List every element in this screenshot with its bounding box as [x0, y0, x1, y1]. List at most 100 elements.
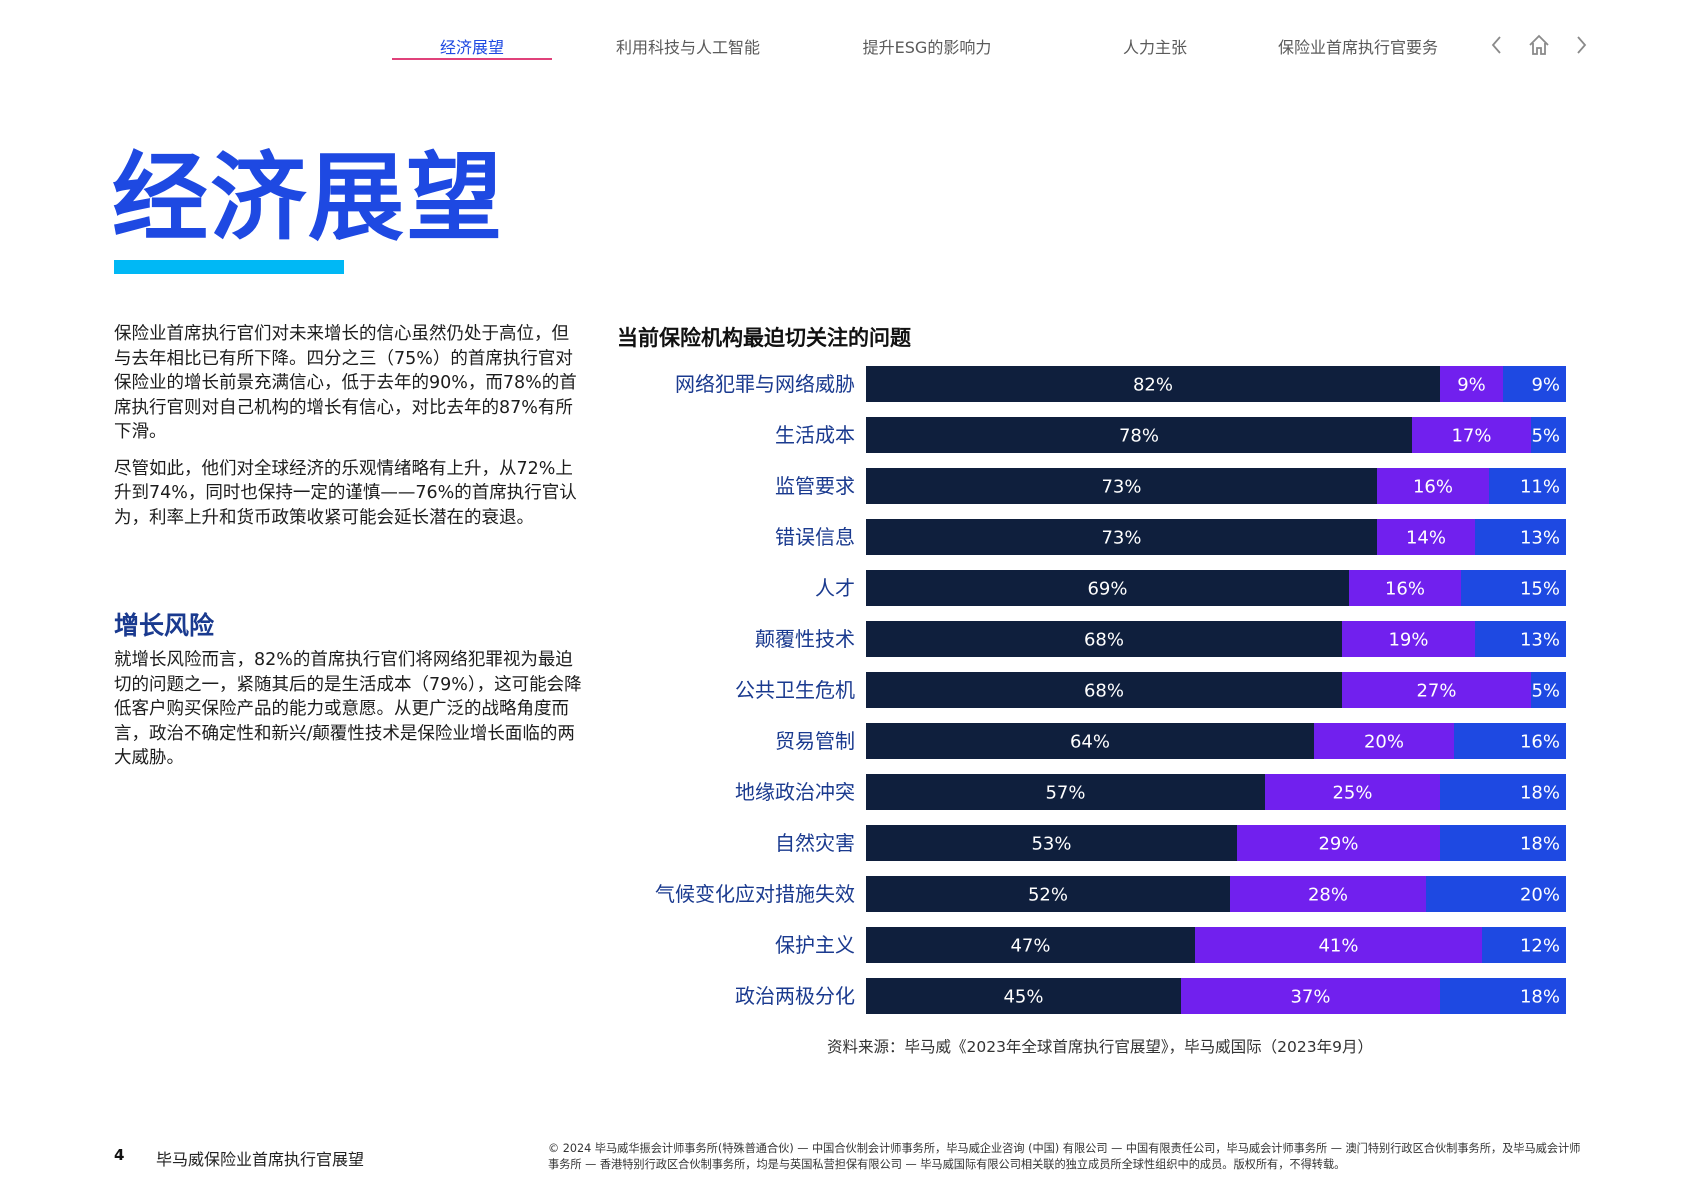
data-label: 28% [1308, 885, 1348, 906]
bar-segment [1461, 570, 1566, 606]
top-nav: 经济展望 利用科技与人工智能 提升ESG的影响力 人力主张 保险业首席执行官要务 [0, 28, 1683, 68]
nav-tab-people[interactable]: 人力主张 [1122, 38, 1187, 57]
footer-legal-text: © 2024 毕马威华振会计师事务所(特殊普通合伙) — 中国合伙制会计师事务所… [548, 1142, 1581, 1171]
data-label: 20% [1364, 732, 1404, 753]
category-label: 监管要求 [775, 474, 855, 498]
category-label: 颠覆性技术 [755, 627, 855, 651]
bar-segment [1195, 927, 1482, 963]
data-label: 68% [1084, 630, 1124, 651]
bar-segment [1531, 417, 1566, 453]
data-label: 15% [1520, 579, 1560, 600]
growth-risk-paragraph: 就增长风险而言，82%的首席执行官们将网络犯罪视为最迫切的问题之一，紧随其后的是… [114, 650, 582, 768]
data-label: 82% [1133, 375, 1173, 396]
bar-segment [1314, 723, 1454, 759]
data-label: 73% [1101, 477, 1141, 498]
data-label: 25% [1332, 783, 1372, 804]
data-label: 52% [1028, 885, 1068, 906]
bar-segment [1475, 621, 1566, 657]
data-label: 78% [1119, 426, 1159, 447]
intro-paragraph-2: 尽管如此，他们对全球经济的乐观情绪略有上升，从72%上升到74%，同时也保持一定… [114, 458, 577, 528]
data-label: 18% [1520, 987, 1560, 1008]
bar-segment [1377, 519, 1475, 555]
bar-segment [866, 825, 1237, 861]
page-number: 4 [114, 1146, 125, 1164]
bar-segment [1531, 672, 1566, 708]
bar-segment [1489, 468, 1566, 504]
bar-segment [866, 366, 1440, 402]
category-label: 气候变化应对措施失效 [655, 882, 855, 906]
data-label: 19% [1388, 630, 1428, 651]
data-label: 17% [1451, 426, 1491, 447]
bar-segment [1475, 519, 1566, 555]
data-label: 11% [1520, 477, 1560, 498]
bar-segment [1454, 723, 1566, 759]
bar-segment [866, 774, 1265, 810]
category-label: 错误信息 [775, 525, 855, 549]
nav-tab-economic-outlook[interactable]: 经济展望 [439, 38, 504, 57]
category-label: 网络犯罪与网络威胁 [675, 372, 855, 396]
category-label: 保护主义 [775, 933, 855, 957]
bar-segment [866, 672, 1342, 708]
intro-paragraph-1: 保险业首席执行官们对未来增长的信心虽然仍处于高位，但与去年相比已有所下降。四分之… [114, 324, 577, 442]
footer-doc-title: 毕马威保险业首席执行官展望 [156, 1150, 365, 1169]
bar-segment [866, 570, 1349, 606]
bar-segment [1265, 774, 1440, 810]
nav-tab-esg[interactable]: 提升ESG的影响力 [862, 38, 992, 57]
bar-segment [1349, 570, 1461, 606]
bar-segment [1503, 366, 1566, 402]
chart-source: 资料来源：毕马威《2023年全球首席执行官展望》，毕马威国际（2023年9月） [826, 1038, 1373, 1056]
bar-segment [1377, 468, 1489, 504]
data-label: 9% [1457, 375, 1486, 396]
data-label: 5% [1531, 426, 1560, 447]
bar-segment [866, 417, 1412, 453]
category-label: 人才 [815, 576, 855, 600]
data-label: 27% [1416, 681, 1456, 702]
data-label: 64% [1070, 732, 1110, 753]
data-label: 53% [1031, 834, 1071, 855]
growth-risk-text: 就增长风险而言，82%的首席执行官们将网络犯罪视为最迫切的问题之一，紧随其后的是… [114, 648, 584, 771]
data-label: 16% [1413, 477, 1453, 498]
bar-segment [1342, 621, 1475, 657]
data-label: 47% [1010, 936, 1050, 957]
stacked-bar-chart: 网络犯罪与网络威胁 82% 9% 9% 生活成本 78% 17% 5% 监管要求 73% 16% 11… [655, 366, 1566, 1014]
chevron-right-icon[interactable] [1568, 32, 1594, 58]
data-label: 41% [1318, 936, 1358, 957]
bar-segment [1230, 876, 1426, 912]
category-label: 贸易管制 [775, 729, 855, 753]
bar-segment [1482, 927, 1566, 963]
bar-segment [1412, 417, 1531, 453]
nav-tab-tech-ai[interactable]: 利用科技与人工智能 [615, 38, 760, 57]
data-label: 18% [1520, 834, 1560, 855]
bar-segment [866, 621, 1342, 657]
bar-segment [1181, 978, 1440, 1014]
bar-segment [866, 468, 1377, 504]
data-label: 29% [1318, 834, 1358, 855]
data-label: 37% [1290, 987, 1330, 1008]
bar-segment [1440, 366, 1503, 402]
data-label: 20% [1520, 885, 1560, 906]
data-label: 9% [1531, 375, 1560, 396]
bar-segment [1426, 876, 1566, 912]
title-accent-bar [114, 260, 344, 274]
home-icon[interactable] [1526, 32, 1552, 58]
data-label: 16% [1385, 579, 1425, 600]
intro-text: 保险业首席执行官们对未来增长的信心虽然仍处于高位，但与去年相比已有所下降。四分之… [114, 322, 584, 542]
bar-segment [866, 876, 1230, 912]
bar-segment [866, 519, 1377, 555]
category-label: 公共卫生危机 [735, 678, 855, 702]
data-label: 13% [1520, 630, 1560, 651]
data-label: 69% [1087, 579, 1127, 600]
category-label: 自然灾害 [775, 831, 855, 855]
bar-segment [1440, 825, 1566, 861]
bar-segment [1342, 672, 1531, 708]
nav-active-underline [392, 58, 552, 60]
page-title: 经济展望 [112, 142, 504, 254]
bar-segment [866, 723, 1314, 759]
chart-title: 当前保险机构最迫切关注的问题 [617, 326, 911, 350]
data-label: 5% [1531, 681, 1560, 702]
data-label: 73% [1101, 528, 1141, 549]
data-label: 57% [1045, 783, 1085, 804]
nav-tab-ceo-agenda[interactable]: 保险业首席执行官要务 [1277, 38, 1438, 57]
category-label: 生活成本 [775, 423, 855, 447]
chevron-left-icon[interactable] [1484, 32, 1510, 58]
